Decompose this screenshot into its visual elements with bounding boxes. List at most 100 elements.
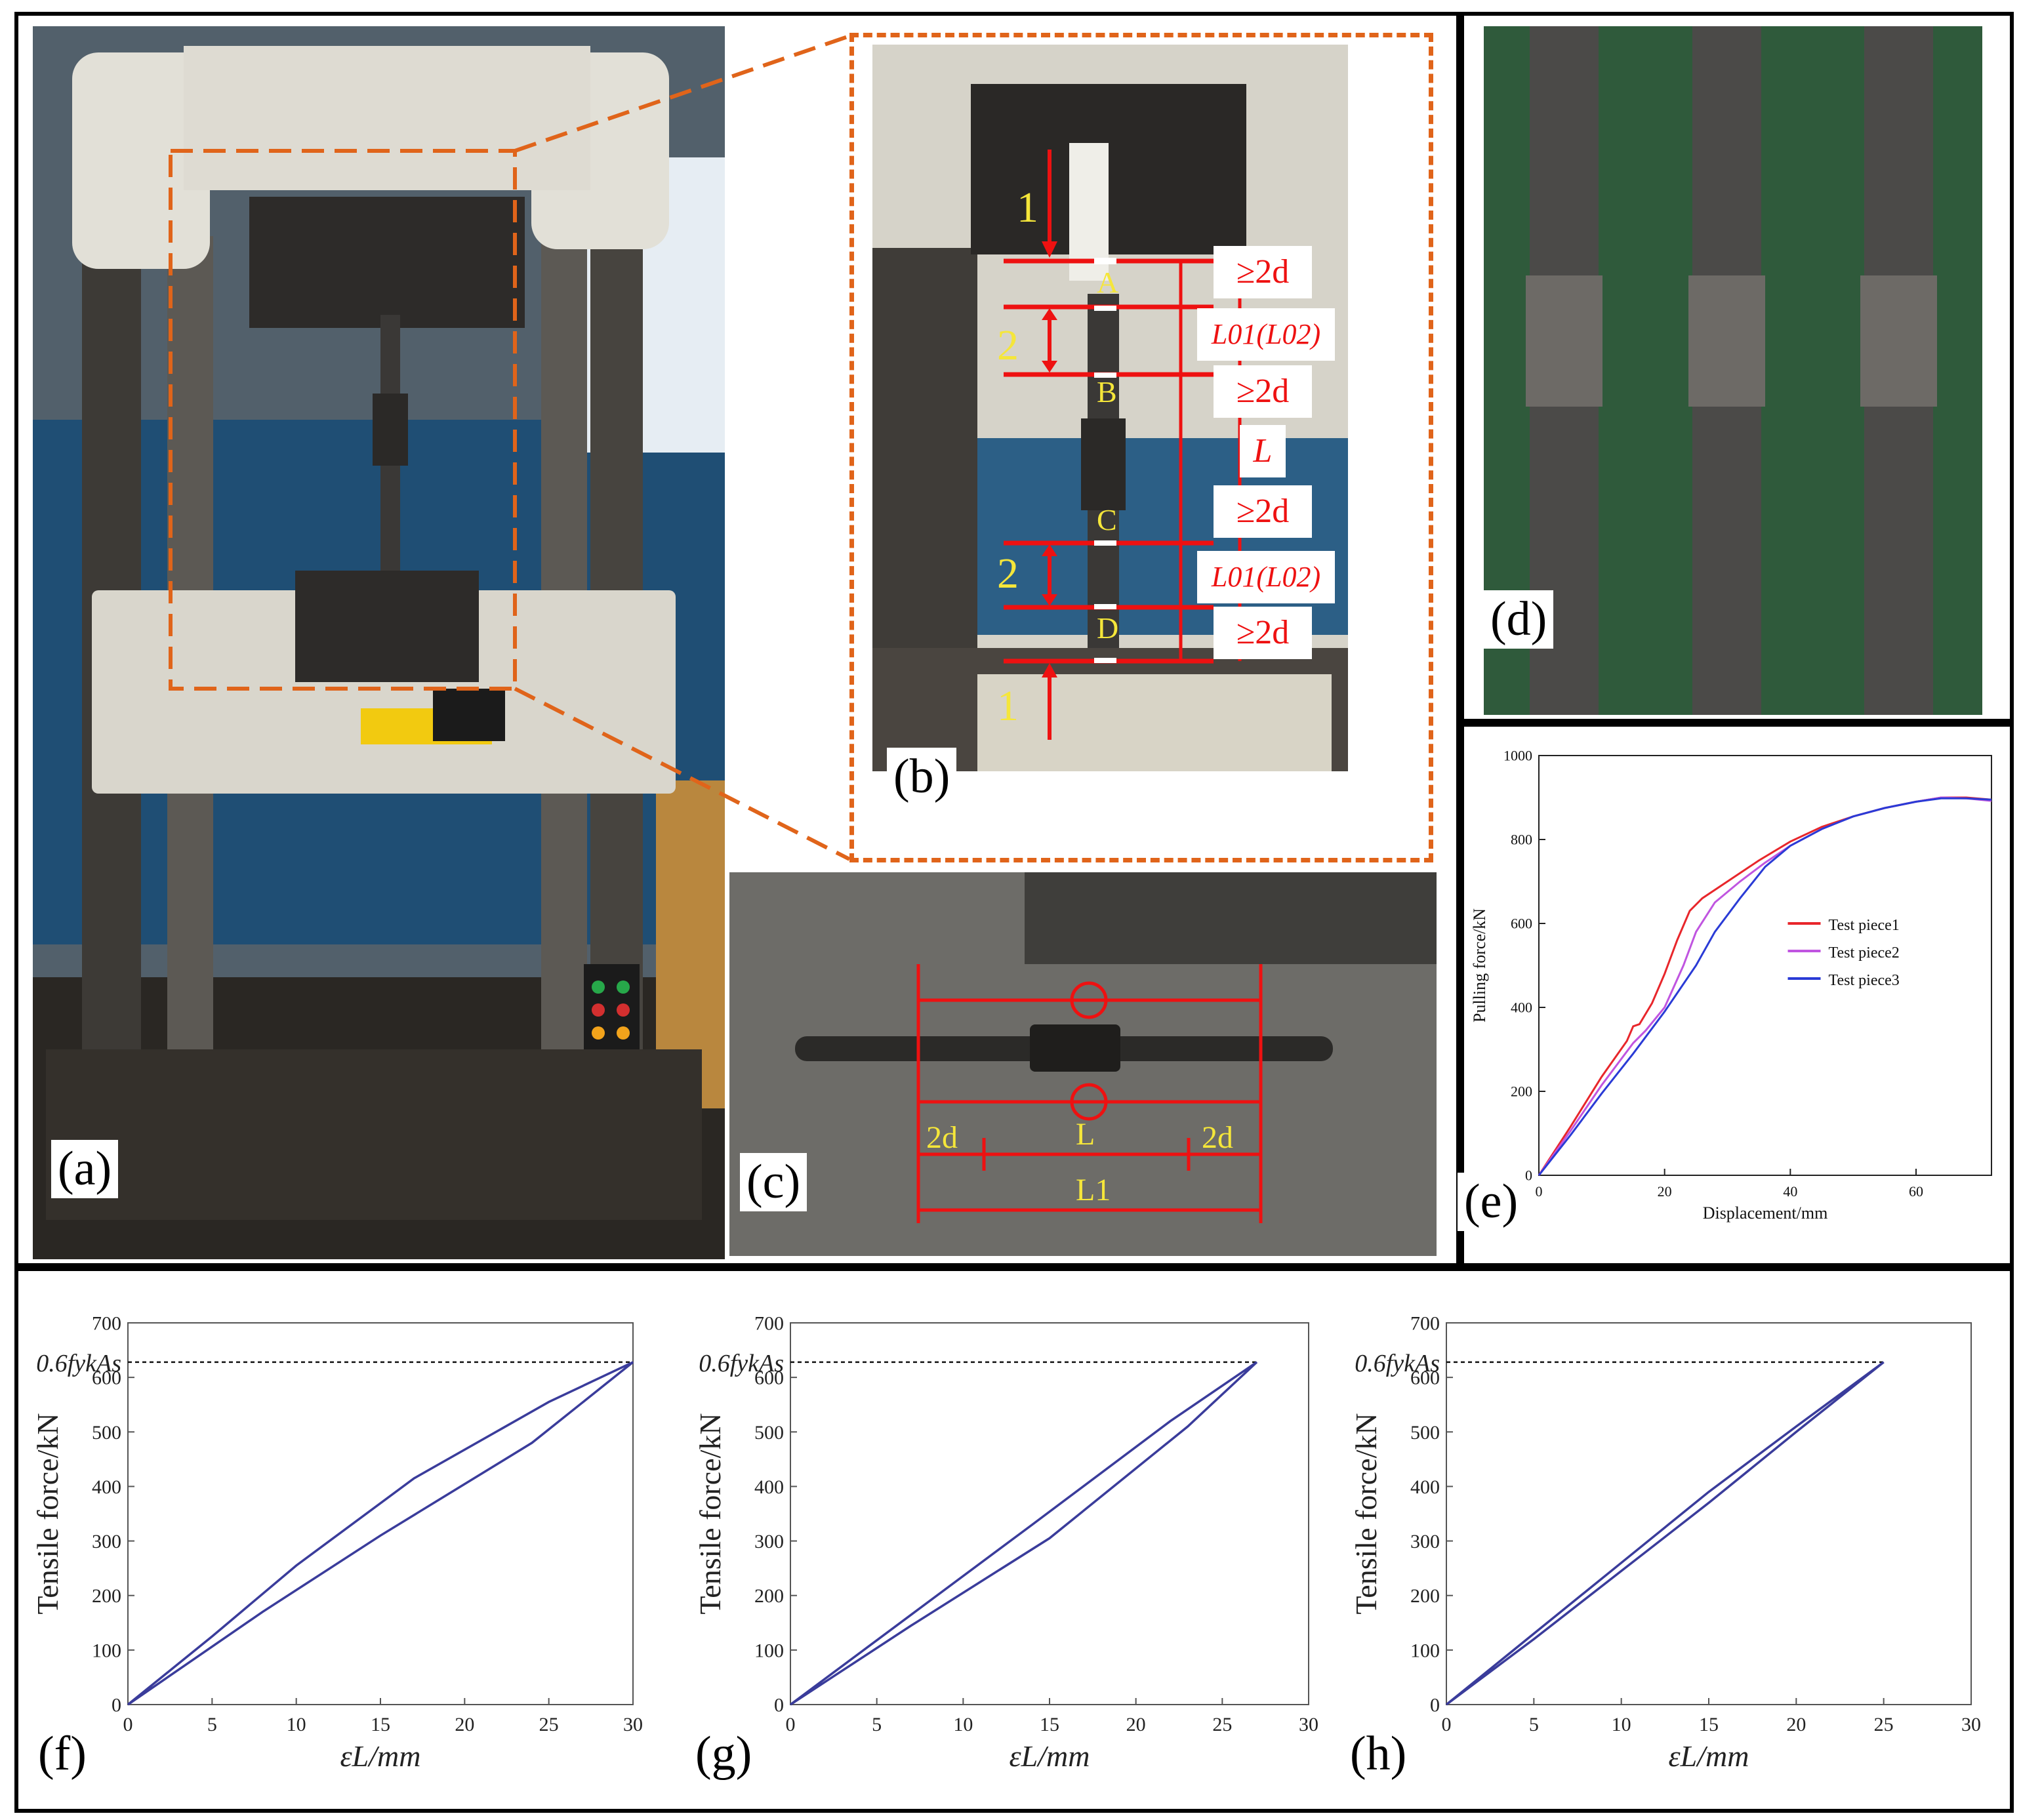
panel-b-label: (b) — [887, 748, 957, 807]
coupler-sleeve — [1030, 1024, 1120, 1072]
panel-c-photo — [729, 872, 1437, 1256]
zone-mark-1-bottom: 1 — [997, 682, 1019, 730]
chart-e-xtick-label-2: 40 — [1783, 1183, 1797, 1200]
chart-e-legend-label-2: Test piece3 — [1829, 972, 1900, 989]
chart-g-xtick-label-6: 30 — [1299, 1714, 1318, 1735]
chart-g-ytick-label-1: 100 — [754, 1640, 784, 1661]
chart-f-ytick-label-3: 300 — [92, 1531, 121, 1552]
chart-g-ylabel: Tensile force/kN — [693, 1413, 727, 1614]
failed-specimens-illustration — [1484, 26, 1982, 715]
panel-c-dim-2d-left: 2d — [926, 1120, 958, 1155]
chart-e-plot-frame — [1538, 755, 1992, 1176]
zone-mark-2-lower: 2 — [997, 550, 1019, 597]
chart-g-series-0 — [789, 1361, 1258, 1706]
point-D: D — [1097, 611, 1118, 645]
panel-d-photo — [1484, 26, 1982, 715]
chart-g-ytick-label-0: 0 — [774, 1695, 784, 1716]
chart-f-xtick-label-4: 20 — [455, 1714, 474, 1735]
chart-g-ytick-label-4: 400 — [754, 1476, 784, 1498]
chart-e-series-1 — [1538, 796, 1992, 1176]
chart-g-xtick-label-5: 25 — [1212, 1714, 1232, 1735]
chart-e-legend-label-0: Test piece1 — [1829, 917, 1900, 934]
chart-h-xlabel: εL/mm — [1669, 1739, 1749, 1773]
panel-f-label: (f) — [31, 1725, 93, 1784]
panel-b-dim-box-6: L01(L02) — [1197, 551, 1335, 603]
chart-e-series-2 — [1538, 797, 1992, 1176]
point-B: B — [1097, 375, 1117, 409]
chart-f-xtick-label-1: 5 — [207, 1714, 217, 1735]
chart-h-plot-frame — [1446, 1322, 1972, 1705]
chart-f-xtick-label-6: 30 — [623, 1714, 643, 1735]
chart-g-xtick-label-4: 20 — [1126, 1714, 1146, 1735]
chart-g-xtick-label-1: 5 — [872, 1714, 882, 1735]
spliced-rebar-illustration — [729, 872, 1437, 1256]
panel-c-label: (c) — [740, 1153, 807, 1212]
chart-f-ytick-label-0: 0 — [112, 1695, 121, 1716]
top-right-upper-frame — [1456, 12, 2014, 727]
chart-h: 0 5 10 15 20 25 300100200300400500600700εL/mmT… — [1349, 1313, 1981, 1773]
panel-e-label: (e) — [1458, 1173, 1525, 1232]
panel-h-label: (h) — [1343, 1725, 1414, 1784]
chart-g-ytick-label-5: 500 — [754, 1422, 784, 1444]
chart-g-ytick-label-6: 600 — [754, 1367, 784, 1389]
panel-a-label: (a) — [51, 1140, 119, 1199]
panel-b-dim-box-4: L — [1240, 425, 1286, 477]
chart-g-ytick-label-2: 200 — [754, 1585, 784, 1607]
chart-f-xlabel: εL/mm — [340, 1739, 421, 1773]
chart-g-ytick-label-3: 300 — [754, 1531, 784, 1552]
chart-h-xtick-label-4: 20 — [1786, 1714, 1806, 1735]
panel-c-annotations: 2d L 2d L1 — [916, 964, 1263, 1223]
panel-c-dim-2d-right: 2d — [1202, 1120, 1233, 1155]
panel-b-annotations: 1 2 2 1 A B C D — [997, 150, 1242, 740]
chart-e-ytick-label-4: 800 — [1511, 832, 1532, 848]
chart-h-xtick-label-1: 5 — [1529, 1714, 1539, 1735]
chart-h-ytick-label-5: 500 — [1410, 1422, 1440, 1444]
chart-g-reference-label: 0.6fykAs — [699, 1350, 784, 1377]
panel-b-dashed-box — [849, 33, 1433, 862]
panel-c-dim-L1: L1 — [1076, 1173, 1111, 1207]
chart-f: 0 5 10 15 20 25 300100200300400500600700εL/mmT… — [31, 1313, 643, 1773]
chart-h-xtick-label-6: 30 — [1961, 1714, 1981, 1735]
chart-f-series-0 — [127, 1361, 634, 1706]
chart-h-xtick-label-3: 15 — [1699, 1714, 1719, 1735]
chart-e-ytick-label-5: 1000 — [1503, 748, 1532, 764]
chart-f-xtick-label-0: 0 — [123, 1714, 133, 1735]
chart-e-xtick-label-3: 60 — [1909, 1183, 1923, 1200]
chart-f-reference-label: 0.6fykAs — [36, 1350, 121, 1377]
chart-e-legend-label-1: Test piece2 — [1829, 944, 1900, 961]
zone-mark-2-upper: 2 — [997, 321, 1019, 369]
panel-b-dim-box-3: ≥2d — [1214, 365, 1312, 418]
panel-g-label: (g) — [689, 1725, 759, 1784]
bottom-frame — [14, 1263, 2014, 1813]
chart-f-ytick-label-1: 100 — [92, 1640, 121, 1661]
gauge-mark-upper — [1070, 981, 1108, 1019]
point-C: C — [1097, 503, 1117, 536]
chart-g-xtick-label-3: 15 — [1040, 1714, 1059, 1735]
top-right-lower-frame — [1456, 719, 2014, 1271]
chart-g-ytick-label-7: 700 — [754, 1313, 784, 1335]
chart-e-xlabel: Displacement/mm — [1703, 1203, 1828, 1223]
chart-f-ytick-label-6: 600 — [92, 1367, 121, 1389]
panel-b-dim-box-1: ≥2d — [1214, 246, 1312, 298]
chart-g-xtick-label-0: 0 — [786, 1714, 796, 1735]
panel-b-dim-box-5: ≥2d — [1214, 485, 1312, 538]
top-left-frame — [14, 12, 1464, 1271]
chart-f-ytick-label-5: 500 — [92, 1422, 121, 1444]
chart-f-ytick-label-7: 700 — [92, 1313, 121, 1335]
chart-e-series-0 — [1538, 796, 1992, 1176]
chart-e-ytick-label-3: 600 — [1511, 916, 1532, 932]
chart-e-ytick-label-2: 400 — [1511, 1000, 1532, 1016]
chart-h-reference-label: 0.6fykAs — [1355, 1350, 1440, 1377]
chart-h-ytick-label-6: 600 — [1410, 1367, 1440, 1389]
chart-h-xtick-label-5: 25 — [1874, 1714, 1894, 1735]
panel-d-label: (d) — [1484, 590, 1554, 649]
point-A: A — [1097, 266, 1118, 299]
chart-e-xtick-label-1: 20 — [1658, 1183, 1672, 1200]
zone-mark-1-top: 1 — [1017, 184, 1038, 232]
chart-h-ytick-label-3: 300 — [1410, 1531, 1440, 1552]
panel-b-dim-box-7: ≥2d — [1214, 607, 1312, 659]
chart-f-xtick-label-2: 10 — [287, 1714, 306, 1735]
chart-h-xtick-label-2: 10 — [1612, 1714, 1631, 1735]
chart-f-xtick-label-3: 15 — [371, 1714, 390, 1735]
panel-a-photo — [33, 26, 725, 1259]
